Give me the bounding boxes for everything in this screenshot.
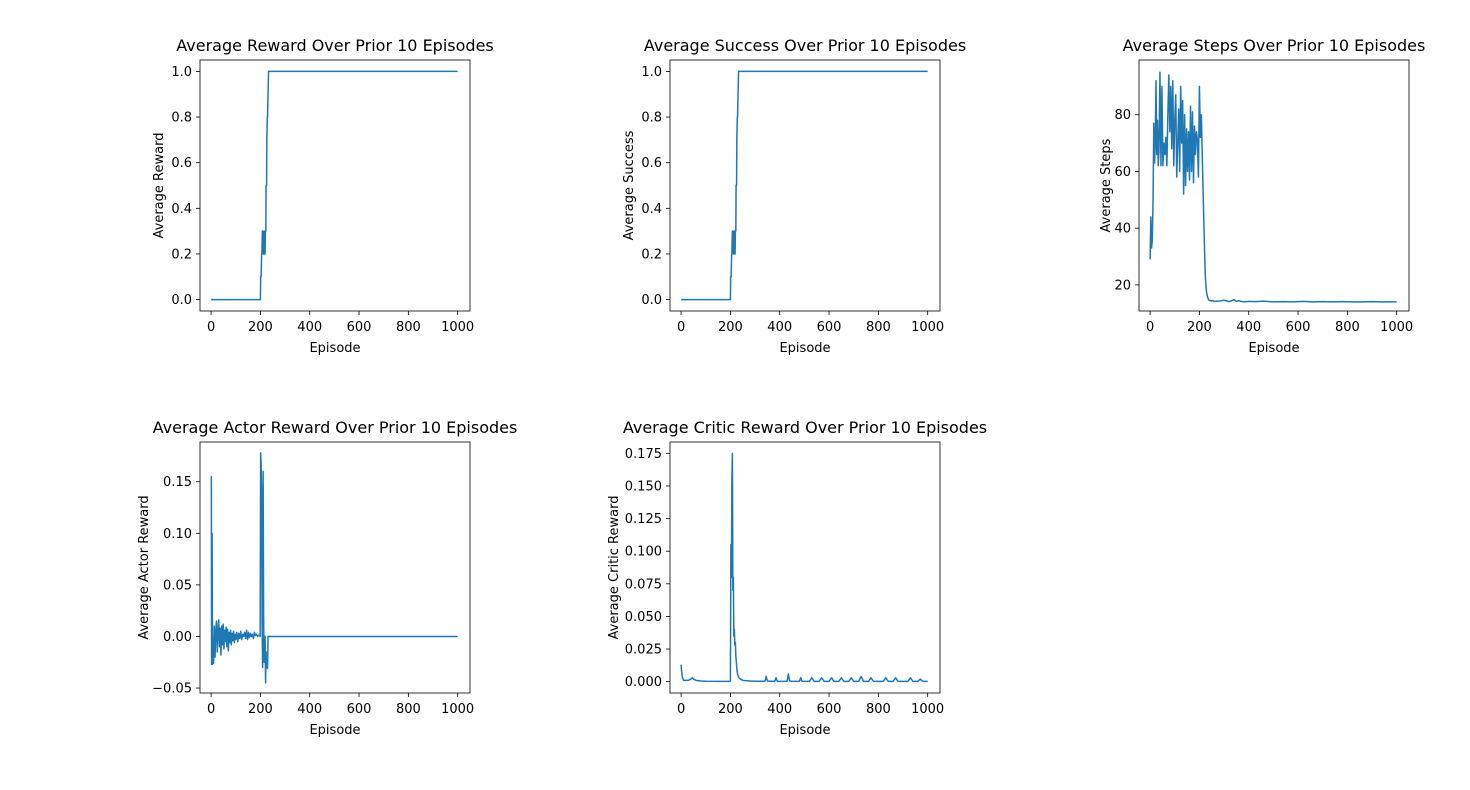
x-tick-label: 600 <box>347 320 372 335</box>
y-axis-label: Average Critic Reward <box>607 496 622 640</box>
x-axis-label: Episode <box>309 341 360 356</box>
y-tick-label: 20 <box>1114 278 1131 293</box>
y-tick-label: 0.4 <box>171 202 192 217</box>
y-tick-label: 0.00 <box>163 630 192 645</box>
y-tick-label: 0.15 <box>163 475 192 490</box>
x-tick-label: 0 <box>1146 320 1154 335</box>
x-tick-label: 0 <box>207 320 215 335</box>
y-tick-label: 0.05 <box>163 578 192 593</box>
y-tick-label: 1.0 <box>641 65 662 80</box>
y-tick-label: 0.4 <box>641 202 662 217</box>
x-tick-label: 800 <box>866 320 891 335</box>
y-tick-label: 0.6 <box>171 156 192 171</box>
y-tick-label: 0.2 <box>641 247 662 262</box>
x-axis-label: Episode <box>1248 341 1299 356</box>
y-tick-label: 0.6 <box>641 156 662 171</box>
y-tick-label: −0.05 <box>152 682 192 697</box>
y-tick-label: 80 <box>1114 108 1131 123</box>
x-axis-label: Episode <box>779 341 830 356</box>
x-tick-label: 200 <box>718 320 743 335</box>
x-tick-label: 1000 <box>441 702 474 717</box>
x-tick-label: 0 <box>677 320 685 335</box>
y-axis-label: Average Actor Reward <box>137 495 152 639</box>
y-tick-label: 0.150 <box>625 479 662 494</box>
axes-frame <box>669 441 941 694</box>
y-tick-label: 0.075 <box>625 577 662 592</box>
subplot-5: Average Critic Reward Over Prior 10 Epis… <box>607 418 987 738</box>
x-tick-label: 0 <box>677 702 685 717</box>
x-tick-label: 1000 <box>441 320 474 335</box>
subplot-4: Average Actor Reward Over Prior 10 Episo… <box>137 418 517 738</box>
y-tick-label: 0.8 <box>641 111 662 126</box>
axes-frame <box>1138 59 1410 312</box>
x-tick-label: 200 <box>1187 320 1212 335</box>
y-tick-label: 0.175 <box>625 447 662 462</box>
y-axis-label: Average Reward <box>152 133 167 239</box>
series-line <box>681 70 928 301</box>
y-tick-label: 0.000 <box>625 675 662 690</box>
chart-title: Average Steps Over Prior 10 Episodes <box>1123 36 1426 55</box>
y-tick-label: 0.050 <box>625 610 662 625</box>
series-line <box>1149 71 1397 303</box>
x-tick-label: 800 <box>1335 320 1360 335</box>
y-tick-label: 0.10 <box>163 527 192 542</box>
x-tick-label: 800 <box>396 702 421 717</box>
chart-title: Average Success Over Prior 10 Episodes <box>644 36 966 55</box>
x-tick-label: 400 <box>767 320 792 335</box>
y-tick-label: 0.0 <box>641 293 662 308</box>
x-tick-label: 600 <box>1286 320 1311 335</box>
x-tick-label: 1000 <box>911 320 944 335</box>
y-tick-label: 0.2 <box>171 247 192 262</box>
x-tick-label: 1000 <box>1380 320 1413 335</box>
y-tick-label: 1.0 <box>171 65 192 80</box>
axes-frame <box>669 59 941 312</box>
y-tick-label: 0.0 <box>171 293 192 308</box>
x-tick-label: 200 <box>248 702 273 717</box>
x-tick-label: 200 <box>718 702 743 717</box>
x-tick-label: 200 <box>248 320 273 335</box>
x-tick-label: 600 <box>347 702 372 717</box>
axes-frame <box>199 441 471 694</box>
y-axis-label: Average Steps <box>1099 138 1114 232</box>
x-axis-label: Episode <box>779 723 830 738</box>
series-line <box>680 452 928 683</box>
y-tick-label: 0.8 <box>171 111 192 126</box>
x-tick-label: 400 <box>767 702 792 717</box>
x-tick-label: 800 <box>866 702 891 717</box>
y-tick-label: 0.100 <box>625 545 662 560</box>
x-axis-label: Episode <box>309 723 360 738</box>
x-tick-label: 400 <box>297 702 322 717</box>
y-axis-label: Average Success <box>622 130 637 240</box>
chart-title: Average Critic Reward Over Prior 10 Epis… <box>623 418 987 437</box>
y-tick-label: 0.025 <box>625 643 662 658</box>
subplot-1: Average Reward Over Prior 10 Episodes 0 20… <box>152 36 494 356</box>
series-line <box>211 70 458 301</box>
x-tick-label: 600 <box>817 320 842 335</box>
y-tick-label: 60 <box>1114 165 1131 180</box>
x-tick-label: 400 <box>297 320 322 335</box>
subplot-3: Average Steps Over Prior 10 Episodes 0 200… <box>1099 36 1426 356</box>
x-tick-label: 800 <box>396 320 421 335</box>
y-tick-label: 0.125 <box>625 512 662 527</box>
chart-title: Average Actor Reward Over Prior 10 Episo… <box>153 418 518 437</box>
x-tick-label: 0 <box>207 702 215 717</box>
axes-frame <box>199 59 471 312</box>
x-tick-label: 600 <box>817 702 842 717</box>
x-tick-label: 1000 <box>911 702 944 717</box>
y-tick-label: 40 <box>1114 222 1131 237</box>
chart-title: Average Reward Over Prior 10 Episodes <box>176 36 494 55</box>
series-line <box>210 452 458 684</box>
x-tick-label: 400 <box>1236 320 1261 335</box>
subplot-2: Average Success Over Prior 10 Episodes 0 2… <box>622 36 966 356</box>
